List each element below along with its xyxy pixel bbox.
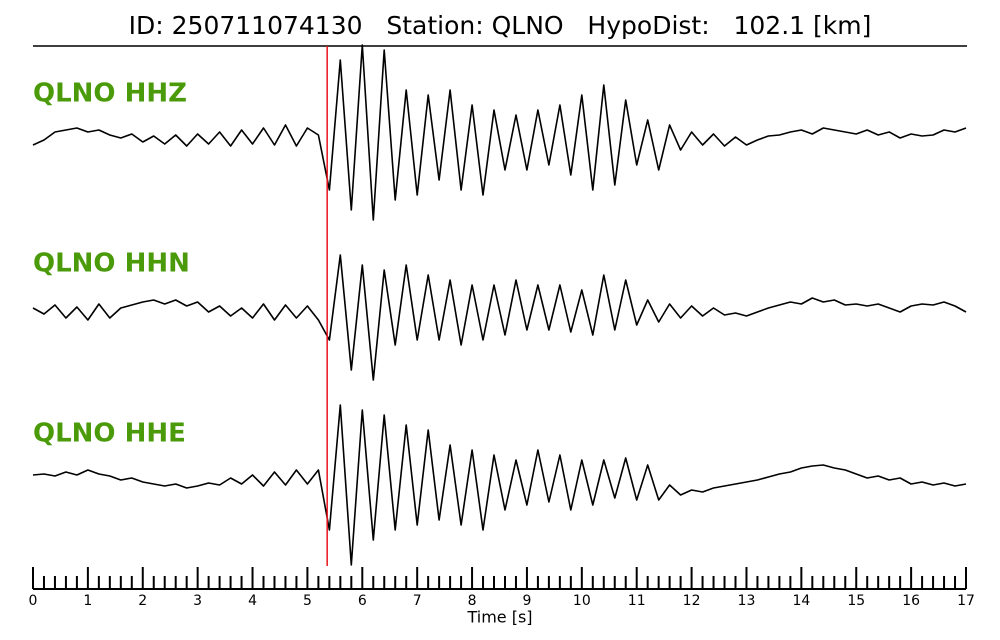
x-tick-label: 2 bbox=[138, 593, 147, 609]
waveform bbox=[32, 254, 967, 381]
waveform bbox=[32, 44, 967, 221]
x-axis-label: Time [s] bbox=[466, 608, 532, 627]
x-tick-label: 13 bbox=[738, 593, 756, 609]
x-tick-label: 11 bbox=[628, 593, 646, 609]
trace-label: QLNO HHN bbox=[33, 249, 190, 279]
x-tick-label: 4 bbox=[248, 593, 257, 609]
chart-title: ID: 250711074130 Station: QLNO HypoDist:… bbox=[129, 11, 872, 40]
trace-label: QLNO HHZ bbox=[33, 79, 187, 109]
x-tick-label: 16 bbox=[902, 593, 920, 609]
x-tick-label: 1 bbox=[83, 593, 92, 609]
x-tick-label: 12 bbox=[683, 593, 701, 609]
x-tick-label: 7 bbox=[413, 593, 422, 609]
trace-label: QLNO HHE bbox=[33, 419, 186, 449]
x-tick-label: 8 bbox=[468, 593, 477, 609]
x-tick-label: 5 bbox=[303, 593, 312, 609]
x-tick-label: 15 bbox=[847, 593, 865, 609]
waveform bbox=[32, 404, 967, 566]
x-tick-label: 10 bbox=[573, 593, 591, 609]
x-tick-label: 9 bbox=[522, 593, 531, 609]
x-tick-label: 17 bbox=[957, 593, 975, 609]
x-tick-label: 0 bbox=[29, 593, 38, 609]
x-tick-label: 14 bbox=[792, 593, 810, 609]
x-tick-label: 3 bbox=[193, 593, 202, 609]
x-tick-label: 6 bbox=[358, 593, 367, 609]
